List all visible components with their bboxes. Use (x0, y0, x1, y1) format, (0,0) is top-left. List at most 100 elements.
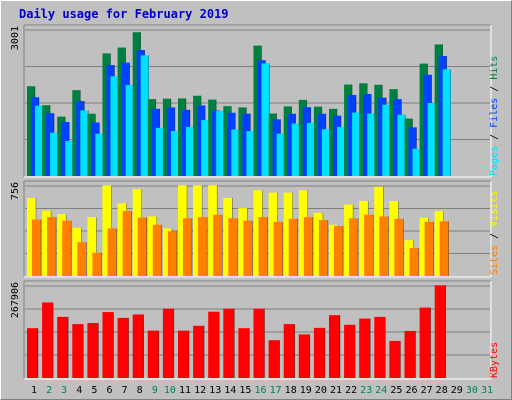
bar-pages (155, 127, 164, 176)
bar-kbytes (132, 314, 144, 378)
x-tick-label: 26 (405, 385, 417, 396)
bar-kbytes (374, 316, 386, 378)
x-tick-label: 25 (390, 385, 402, 396)
bar-sites (32, 219, 41, 276)
x-tick-label: 14 (224, 385, 236, 396)
x-tick-label: 19 (300, 385, 312, 396)
bar-pages (397, 114, 406, 176)
bar-kbytes (117, 317, 129, 378)
y-max-label: 756 (10, 182, 21, 200)
bar-pages (65, 140, 74, 176)
axis-label-sep: / (489, 128, 500, 146)
bar-pages (140, 55, 149, 176)
bar-pages (110, 76, 119, 176)
bar-kbytes (253, 308, 265, 378)
bar-sites (167, 231, 177, 276)
axis-label-files: Files (489, 98, 500, 128)
x-tick-label: 28 (436, 385, 448, 396)
bar-sites (152, 224, 162, 276)
x-tick-label: 17 (270, 385, 282, 396)
x-tick-label: 30 (466, 385, 478, 396)
bar-pages (382, 104, 391, 176)
bar-pages (352, 112, 361, 176)
bar-visits (434, 211, 444, 276)
bar-sites (137, 217, 147, 276)
bar-sites (122, 211, 132, 276)
x-tick-label: 1 (31, 385, 37, 396)
bar-pages (216, 111, 225, 176)
bar-kbytes (87, 323, 99, 378)
bar-visits (102, 185, 112, 276)
y-max-label: 267906 (10, 282, 21, 318)
bar-visits (374, 186, 384, 276)
bar-sites (92, 252, 102, 276)
bar-kbytes (268, 340, 280, 378)
bar-sites (183, 218, 192, 276)
bar-kbytes (419, 307, 431, 378)
bar-visits (268, 192, 278, 276)
bar-sites (303, 217, 313, 276)
x-tick-label: 3 (61, 385, 67, 396)
bar-sites (62, 220, 72, 276)
bar-visits (117, 203, 127, 276)
bar-sites (364, 214, 374, 276)
y-max-label: 3001 (10, 26, 21, 50)
x-tick-label: 16 (254, 385, 266, 396)
bar-pages (276, 133, 285, 176)
bar-pages (125, 85, 134, 176)
x-tick-label: 22 (345, 385, 357, 396)
bar-visits (132, 189, 142, 276)
axis-label-hits: Hits (489, 56, 500, 80)
x-tick-label: 27 (421, 385, 433, 396)
x-tick-label: 10 (164, 385, 176, 396)
bar-sites (77, 242, 87, 276)
x-tick-label: 24 (375, 385, 387, 396)
bar-sites (288, 218, 298, 276)
bar-pages (35, 105, 43, 176)
bar-kbytes (178, 330, 189, 378)
axis-label-sep: / (489, 227, 500, 245)
bar-pages (412, 148, 421, 176)
x-tick-label: 11 (179, 385, 191, 396)
bar-visits (42, 210, 52, 276)
bar-pages (170, 130, 179, 176)
bar-kbytes (147, 330, 159, 378)
bar-sites (379, 216, 389, 276)
bar-kbytes (283, 324, 295, 378)
bar-sites (334, 226, 343, 276)
x-tick-label: 4 (76, 385, 82, 396)
x-tick-label: 13 (209, 385, 221, 396)
bar-visits (283, 192, 293, 276)
bar-visits (147, 216, 157, 276)
x-tick-label: 29 (451, 385, 463, 396)
bar-kbytes (57, 316, 69, 378)
bar-visits (313, 212, 323, 276)
bar-pages (186, 126, 194, 176)
x-tick-label: 21 (330, 385, 342, 396)
bar-pages (246, 130, 255, 176)
bar-visits (193, 185, 203, 276)
bar-sites (198, 217, 208, 276)
bar-kbytes (223, 308, 235, 378)
bar-pages (261, 63, 270, 177)
bar-visits (208, 185, 218, 276)
x-tick-label: 2 (46, 385, 52, 396)
bar-pages (95, 133, 104, 176)
x-tick-label: 31 (481, 385, 493, 396)
x-tick-label: 7 (122, 385, 128, 396)
bar-visits (253, 190, 263, 276)
x-tick-label: 12 (194, 385, 206, 396)
bar-pages (50, 132, 59, 176)
bar-pages (427, 103, 436, 176)
axis-label-sites: Sites (489, 245, 500, 275)
bar-sites (349, 218, 359, 276)
bar-pages (80, 110, 89, 176)
bar-visits (223, 198, 233, 276)
bar-sites (243, 220, 253, 276)
bar-kbytes (313, 327, 325, 378)
bar-visits (87, 217, 97, 276)
bar-sites (439, 221, 449, 276)
bar-visits (162, 228, 172, 276)
bar-pages (201, 120, 210, 176)
